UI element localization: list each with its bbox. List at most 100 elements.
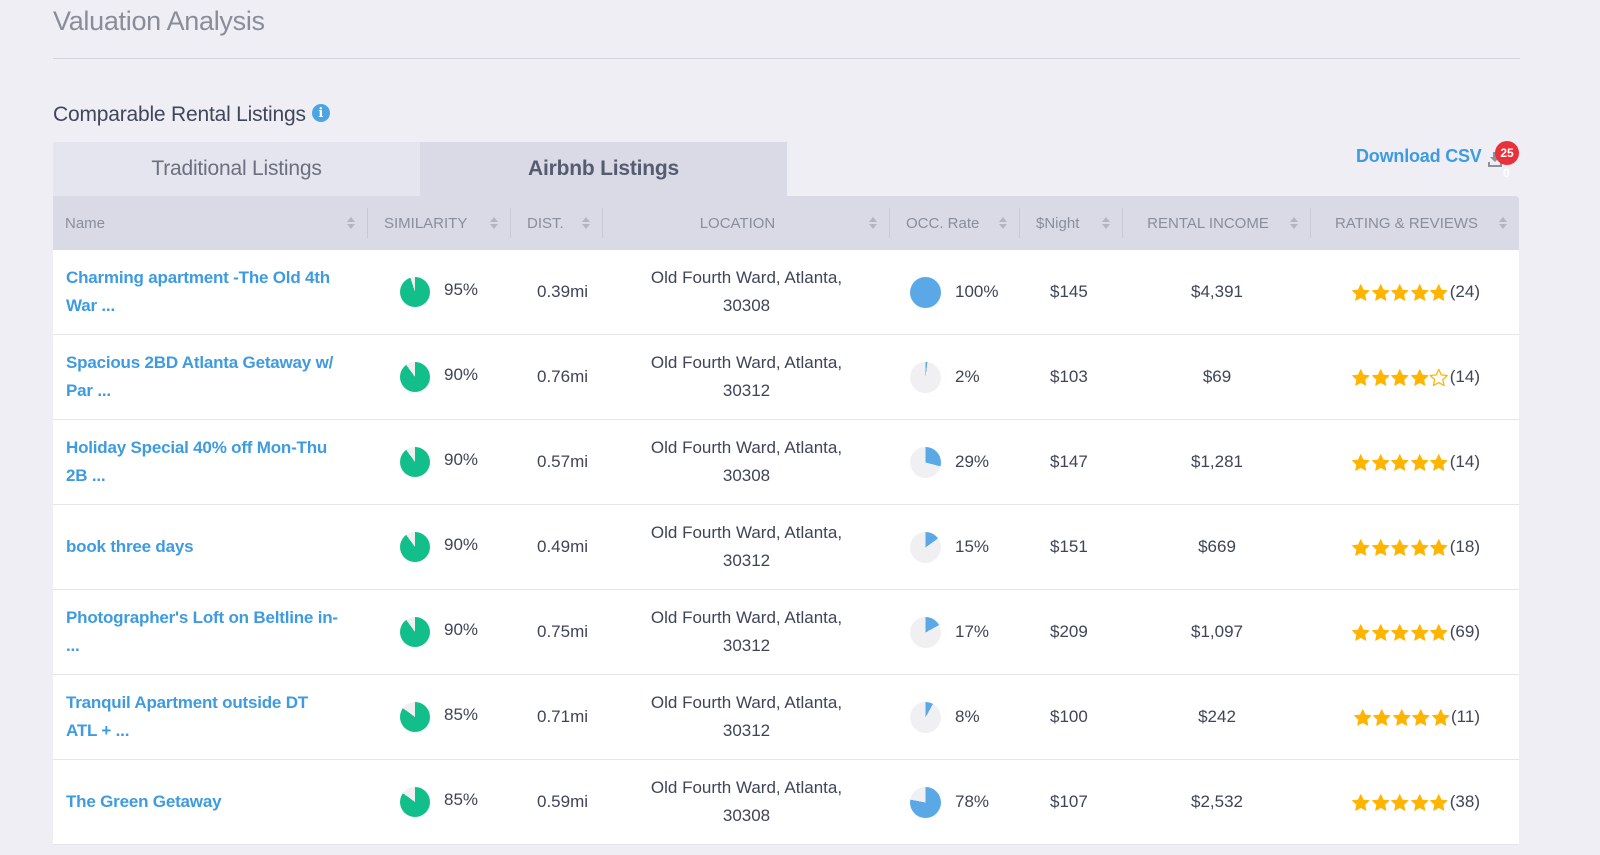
column-label: OCC. Rate (906, 214, 980, 232)
sort-icon[interactable] (1101, 217, 1110, 229)
sort-icon[interactable] (346, 217, 355, 229)
table-row[interactable]: Charming apartment -The Old 4th War ... 95… (53, 250, 1519, 335)
similarity-pie-icon (400, 362, 430, 392)
occupancy-pie-icon (910, 531, 941, 563)
column-header-occ[interactable]: OCC. Rate (890, 208, 1020, 238)
table-row[interactable]: Tranquil Apartment outside DT ATL + ... 85… (53, 675, 1519, 760)
sort-icon[interactable] (998, 217, 1007, 229)
cell-rental-income: $1,097 (1191, 622, 1243, 641)
star-filled-icon (1410, 453, 1429, 471)
star-filled-icon (1371, 453, 1390, 471)
cell-distance: 0.71mi (537, 707, 589, 726)
cell-nightly-rate: $103 (1050, 367, 1088, 386)
listing-link[interactable]: Spacious 2BD Atlanta Getaway w/Par ... (66, 353, 334, 400)
title-divider (53, 58, 1520, 59)
cell-location: Old Fourth Ward, Atlanta, 30308 (650, 268, 843, 315)
cell-similarity: 85% (368, 760, 511, 844)
table-row[interactable]: Holiday Special 40% off Mon-Thu 2B ... 90%… (53, 420, 1519, 505)
star-rating (1351, 283, 1449, 302)
star-filled-icon (1430, 283, 1448, 301)
column-label: Name (65, 214, 106, 232)
cell-similarity: 90% (368, 335, 511, 419)
star-filled-icon (1371, 623, 1390, 641)
similarity-pie-icon (400, 617, 430, 647)
star-filled-icon (1410, 538, 1429, 556)
sort-icon[interactable] (489, 217, 498, 229)
cell-rating-reviews: (38) (1311, 760, 1519, 844)
listing-link[interactable]: Photographer's Loft on Beltline in-... (66, 608, 338, 655)
column-header-dist[interactable]: DIST. (511, 208, 603, 238)
star-filled-icon (1391, 283, 1409, 301)
star-rating (1351, 793, 1449, 812)
star-filled-icon (1430, 793, 1448, 811)
star-rating (1351, 453, 1449, 472)
table-row[interactable]: The Green Getaway 85% 0.59mi Old Fourth War… (53, 760, 1519, 845)
star-filled-icon (1371, 368, 1390, 386)
cell-name: book three days (53, 505, 368, 589)
sort-icon[interactable] (868, 217, 877, 229)
sort-icon[interactable] (1289, 217, 1298, 229)
cell-distance: 0.59mi (537, 792, 589, 811)
cell-rating-reviews: (11) (1311, 675, 1519, 759)
column-header-similarity[interactable]: SIMILARITY (368, 208, 511, 238)
column-header-location[interactable]: LOCATION (603, 208, 890, 238)
star-filled-icon (1430, 623, 1448, 641)
cell-rating-reviews: (18) (1311, 505, 1519, 589)
star-filled-icon (1391, 793, 1409, 811)
cell-rating-reviews: (24) (1311, 250, 1519, 334)
column-header-rating[interactable]: RATING & REVIEWS (1311, 208, 1519, 238)
table-row[interactable]: Spacious 2BD Atlanta Getaway w/Par ... 90… (53, 335, 1519, 420)
section-title: Comparable Rental Listings (53, 103, 306, 126)
listing-link[interactable]: book three days (66, 537, 194, 556)
cell-location: Old Fourth Ward, Atlanta, 30308 (650, 438, 843, 485)
cell-rating-reviews: (14) (1311, 420, 1519, 504)
cell-name: Spacious 2BD Atlanta Getaway w/Par ... (53, 335, 368, 419)
review-count: (24) (1449, 282, 1480, 301)
star-filled-icon (1410, 368, 1429, 386)
star-filled-icon (1352, 368, 1370, 386)
cell-nightly-rate: $151 (1050, 537, 1088, 556)
similarity-pie-icon (400, 702, 430, 732)
column-header-night[interactable]: $Night (1020, 208, 1123, 238)
page-title: Valuation Analysis (53, 6, 265, 36)
info-icon[interactable]: i (311, 104, 330, 122)
star-rating (1351, 538, 1449, 557)
tab-traditional-listings[interactable]: Traditional Listings (53, 142, 420, 196)
listing-link[interactable]: Tranquil Apartment outside DT ATL + ... (66, 693, 308, 740)
cell-nightly-rate: $100 (1050, 707, 1088, 726)
listing-link[interactable]: Charming apartment -The Old 4th War ... (66, 268, 330, 315)
column-header-name[interactable]: Name (53, 208, 368, 238)
star-empty-icon (1429, 368, 1449, 386)
tab-airbnb-listings[interactable]: Airbnb Listings (420, 142, 787, 196)
cell-rental-income: $2,532 (1191, 792, 1243, 811)
cell-occupancy: 29% (890, 420, 1020, 504)
sort-icon[interactable] (1498, 217, 1507, 229)
column-header-income[interactable]: RENTAL INCOME (1123, 208, 1311, 238)
cell-occupancy: 17% (890, 590, 1020, 674)
table-row[interactable]: Photographer's Loft on Beltline in-... 90… (53, 590, 1519, 675)
review-count: (14) (1449, 367, 1480, 386)
cell-occupancy: 8% (890, 675, 1020, 759)
star-rating (1351, 623, 1449, 642)
section-header: Comparable Rental Listings i (53, 103, 330, 127)
occupancy-pie-icon (910, 701, 941, 733)
similarity-pie-icon (400, 277, 430, 307)
table-row[interactable]: book three days 90% 0.49mi Old Fourth Ward,… (53, 505, 1519, 590)
star-filled-icon (1352, 453, 1370, 471)
download-csv-button[interactable]: Download CSV (1356, 146, 1503, 167)
cell-nightly-rate: $209 (1050, 622, 1088, 641)
listing-link[interactable]: The Green Getaway (66, 792, 222, 811)
listing-link[interactable]: Holiday Special 40% off Mon-Thu 2B ... (66, 438, 328, 485)
table-body: Charming apartment -The Old 4th War ... 95… (53, 250, 1519, 845)
cell-occupancy: 78% (890, 760, 1020, 844)
star-filled-icon (1371, 283, 1390, 301)
cell-rental-income: $669 (1198, 537, 1236, 556)
cell-similarity: 90% (368, 420, 511, 504)
cell-nightly-rate: $107 (1050, 792, 1088, 811)
cell-location: Old Fourth Ward, Atlanta, 30312 (650, 523, 843, 570)
review-count: (38) (1449, 792, 1480, 811)
sort-icon[interactable] (581, 217, 590, 229)
cell-distance: 0.57mi (537, 452, 589, 471)
star-rating (1351, 368, 1449, 387)
cell-occupancy: 15% (890, 505, 1020, 589)
